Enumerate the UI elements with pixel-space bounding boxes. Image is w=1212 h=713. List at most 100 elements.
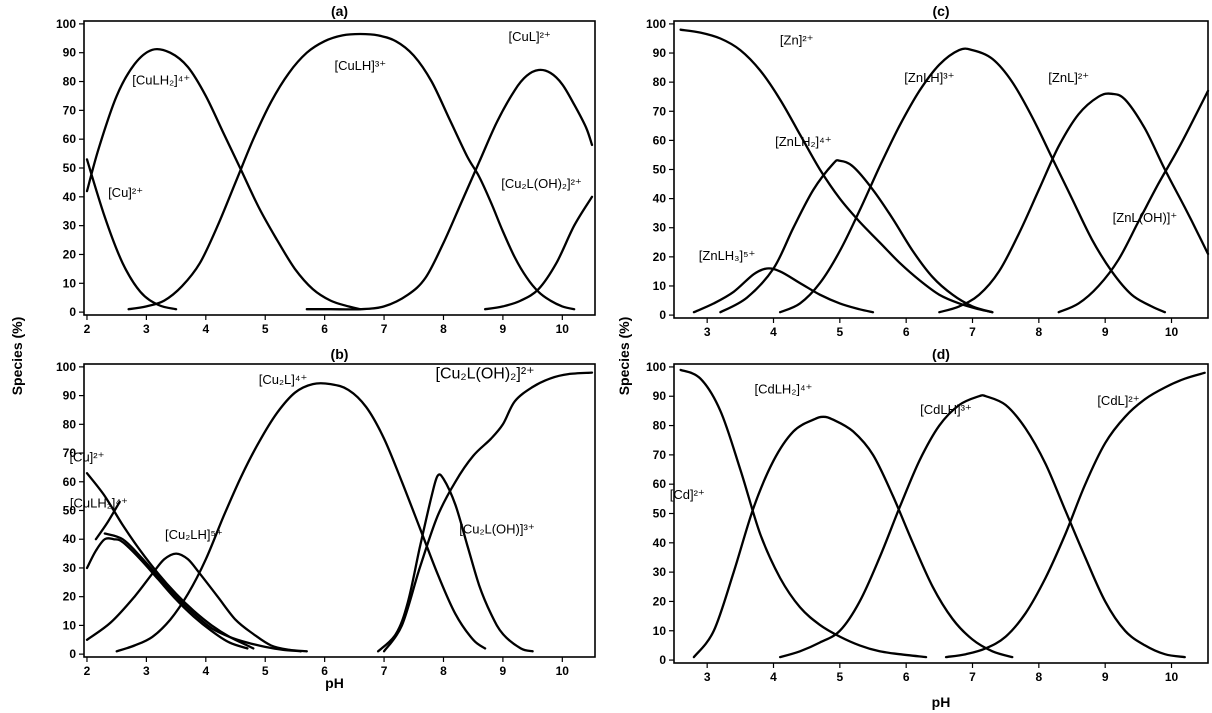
species-curve-a-1 (85, 158, 178, 311)
y-tick-label: 10 (63, 618, 77, 632)
species-curve-c-3 (719, 159, 994, 314)
species-label: [ZnLH₂]⁴⁺ (775, 134, 832, 149)
y-tick-label: 0 (659, 308, 666, 322)
y-tick-label: 70 (653, 448, 667, 462)
species-label: [Zn]²⁺ (780, 32, 814, 47)
species-curve-c-2 (692, 267, 875, 314)
species-curve-a-3 (127, 32, 576, 311)
species-label: [Cu₂L(OH)₂]²⁺ (436, 365, 535, 382)
x-tick-label: 7 (969, 325, 976, 339)
y-tick-label: 60 (63, 475, 77, 489)
y-tick-label: 60 (63, 132, 77, 146)
y-tick-label: 40 (653, 536, 667, 550)
y-tick-label: 50 (63, 161, 77, 175)
species-label: [ZnLH]³⁺ (904, 70, 954, 85)
y-tick-label: 90 (63, 389, 77, 403)
panel-b: (b) 0 10 20 30 40 50 60 70 80 90 100 2 3 4 5 6 7 8 9 10 pH [Cu… (56, 346, 596, 691)
y-tick-label: 40 (63, 532, 77, 546)
x-tick-label: 7 (381, 322, 388, 336)
species-label: [CdLH]³⁺ (920, 402, 972, 417)
y-tick-label: 10 (653, 279, 667, 293)
x-axis-label-b: pH (325, 675, 344, 691)
species-label: [CuLH₂]⁴⁺ (132, 72, 190, 87)
species-curve-c-1 (679, 28, 994, 314)
species-curve-b-8 (382, 371, 594, 653)
x-tick-label: 7 (381, 664, 388, 678)
y-tick-label: 40 (63, 190, 77, 204)
x-tick-label: 8 (440, 664, 447, 678)
y-tick-label: 40 (653, 192, 667, 206)
species-label: [Cu₂L(OH)₂]²⁺ (501, 176, 582, 191)
y-tick-label: 20 (653, 250, 667, 264)
y-axis-label-left: Species (%) (9, 317, 25, 396)
panel-title-b: (b) (331, 346, 349, 362)
species-label: [CuL]²⁺ (509, 29, 551, 44)
x-tick-label: 3 (704, 670, 711, 684)
species-label: [Cu₂L]⁴⁺ (259, 372, 308, 387)
x-tick-label: 3 (704, 325, 711, 339)
x-tick-label: 6 (321, 664, 328, 678)
species-curve-a-2 (85, 47, 362, 311)
panel-title-a: (a) (331, 3, 348, 19)
y-tick-label: 90 (63, 46, 77, 60)
x-tick-label: 8 (1036, 670, 1043, 684)
y-tick-label: 80 (653, 75, 667, 89)
species-curve-a-4 (305, 68, 594, 311)
y-tick-label: 70 (63, 103, 77, 117)
y-tick-label: 80 (653, 419, 667, 433)
y-tick-label: 80 (63, 417, 77, 431)
species-curve-d-3 (778, 394, 1186, 659)
y-tick-label: 100 (646, 17, 666, 31)
x-tick-label: 6 (903, 325, 910, 339)
y-tick-label: 60 (653, 477, 667, 491)
y-tick-label: 70 (653, 104, 667, 118)
y-tick-label: 30 (63, 561, 77, 575)
species-label: [CuLH]³⁺ (334, 58, 386, 73)
panel-d: (d) 0 10 20 30 40 50 60 70 80 90 100 3 4 5 6 7 8 9 10 pH [Cd]… (646, 346, 1209, 710)
species-label: [CdLH₂]⁴⁺ (754, 381, 812, 396)
y-tick-label: 10 (653, 624, 667, 638)
x-tick-label: 6 (321, 322, 328, 336)
species-curve-c-4 (778, 47, 1167, 314)
species-label: [Cu]²⁺ (69, 450, 104, 465)
x-tick-label: 9 (1102, 325, 1109, 339)
y-tick-label: 10 (63, 276, 77, 290)
x-tick-label: 2 (84, 664, 91, 678)
y-tick-label: 60 (653, 133, 667, 147)
y-tick-label: 100 (56, 17, 76, 31)
species-label: [CdL]²⁺ (1097, 393, 1139, 408)
y-tick-label: 20 (63, 590, 77, 604)
species-label: [Cu]²⁺ (108, 185, 143, 200)
y-tick-label: 50 (653, 507, 667, 521)
y-tick-label: 0 (69, 647, 76, 661)
x-tick-label: 5 (836, 325, 843, 339)
x-tick-label: 9 (1102, 670, 1109, 684)
species-curve-c-5 (938, 92, 1210, 314)
plot-frame-b (83, 363, 596, 658)
x-tick-label: 4 (202, 322, 209, 336)
species-curve-c-6 (1057, 89, 1210, 314)
y-tick-label: 0 (659, 653, 666, 667)
species-curve-b-4 (94, 500, 121, 541)
species-label: [Cu₂L(OH)]³⁺ (459, 521, 534, 536)
x-tick-label: 4 (770, 670, 777, 684)
x-tick-label: 4 (202, 664, 209, 678)
y-tick-label: 30 (63, 219, 77, 233)
species-curve-b-3 (103, 532, 303, 653)
x-tick-label: 9 (500, 664, 507, 678)
y-axis-label-right: Species (%) (616, 317, 632, 396)
species-label: [Cu₂LH]⁵⁺ (165, 527, 223, 542)
y-tick-label: 20 (653, 594, 667, 608)
panel-c: (c) 0 10 20 30 40 50 60 70 80 90 100 3 4 5 6 7 8 9 10 [Zn]²⁺… (646, 3, 1210, 339)
y-tick-label: 50 (63, 504, 77, 518)
x-tick-label: 3 (143, 322, 150, 336)
x-axis-label-d: pH (932, 694, 951, 710)
x-tick-label: 8 (1036, 325, 1043, 339)
x-tick-label: 6 (903, 670, 910, 684)
species-curve-d-2 (692, 415, 1014, 659)
y-tick-label: 90 (653, 389, 667, 403)
y-tick-label: 80 (63, 75, 77, 89)
species-curve-b-7 (376, 473, 534, 653)
x-tick-label: 10 (556, 664, 570, 678)
